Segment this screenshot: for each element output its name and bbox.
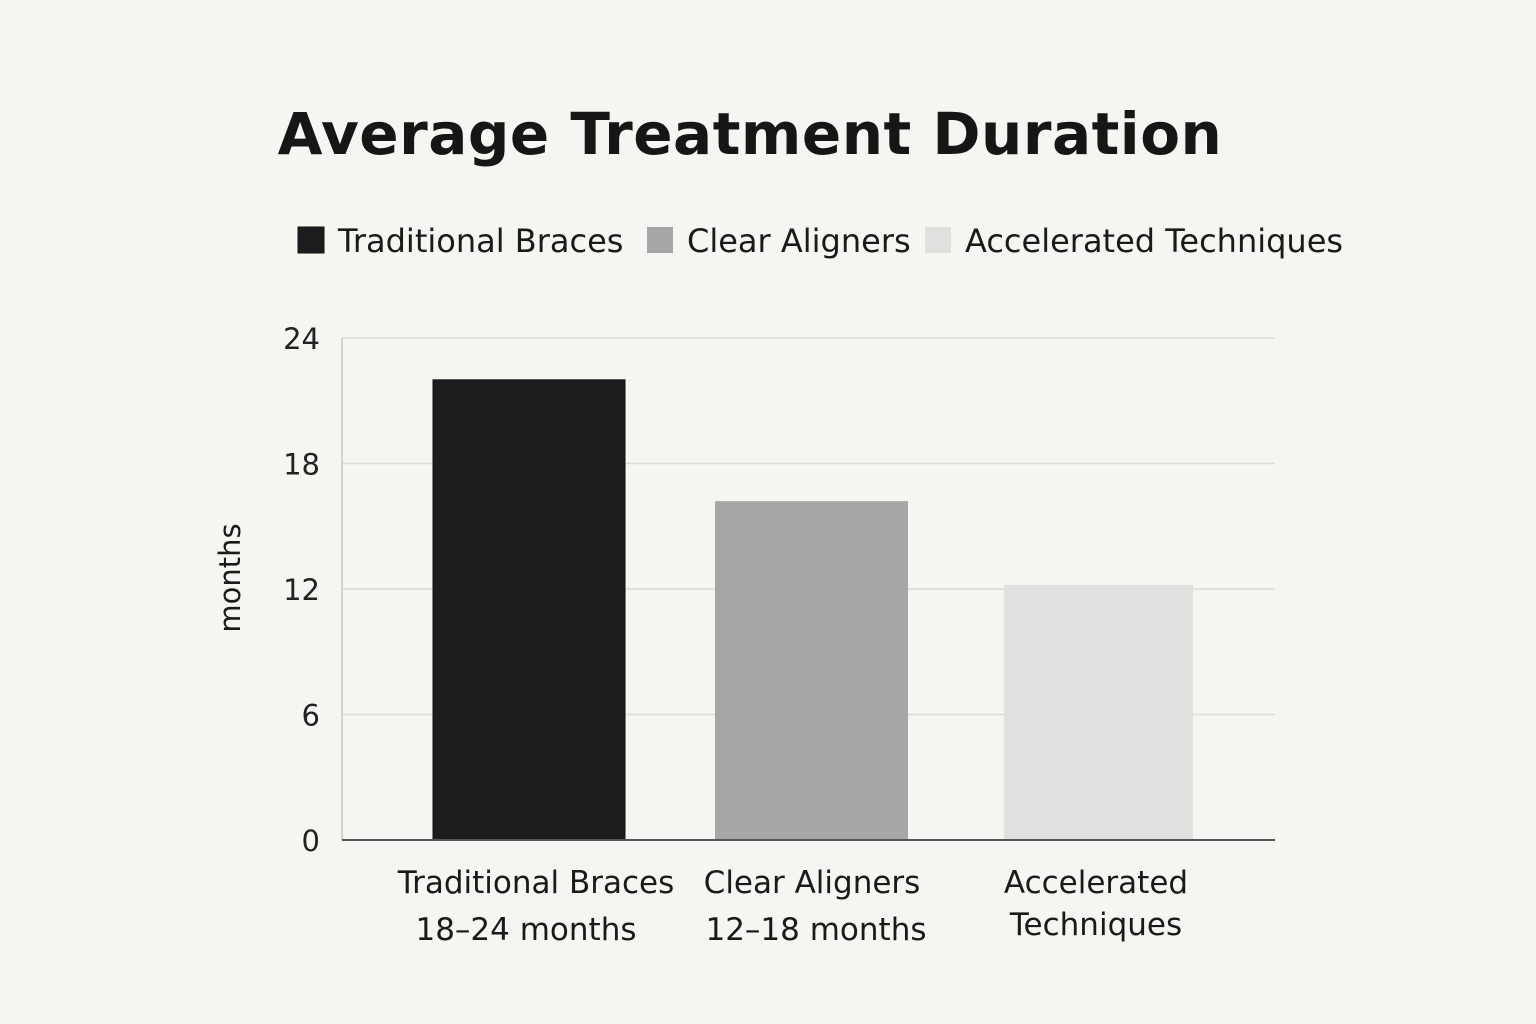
- y-tick-label: 0: [302, 824, 320, 858]
- x-category-sublabel: 12–18 months: [705, 912, 926, 948]
- x-category-labels: Traditional Braces 18–24 months Clear Alig…: [397, 865, 1188, 948]
- y-tick-label: 18: [283, 448, 320, 482]
- x-category-label: Clear Aligners: [704, 865, 921, 901]
- x-category-label: Accelerated: [1004, 865, 1188, 901]
- y-axis-label: months: [213, 523, 247, 632]
- y-tick-labels: 0 6 12 18 24: [283, 322, 320, 858]
- x-category-sublabel: 18–24 months: [415, 912, 636, 948]
- y-tick-label: 12: [283, 573, 320, 607]
- legend: Traditional Braces Clear Aligners Accelera…: [297, 222, 1343, 260]
- bar: [1004, 584, 1193, 840]
- chart-title: Average Treatment Duration: [277, 100, 1223, 168]
- legend-swatch: [297, 226, 325, 254]
- legend-label: Accelerated Techniques: [965, 222, 1343, 260]
- axes: [341, 338, 1275, 841]
- legend-swatch: [925, 227, 951, 253]
- bar: [715, 501, 908, 840]
- bar: [432, 379, 626, 841]
- y-tick-label: 24: [283, 322, 320, 356]
- legend-swatch: [647, 227, 673, 253]
- legend-label: Traditional Braces: [337, 222, 623, 260]
- y-tick-label: 6: [302, 699, 320, 733]
- bars: [432, 379, 1193, 841]
- x-category-label: Traditional Braces: [397, 865, 675, 901]
- x-category-label: Techniques: [1009, 907, 1182, 943]
- legend-label: Clear Aligners: [687, 222, 911, 260]
